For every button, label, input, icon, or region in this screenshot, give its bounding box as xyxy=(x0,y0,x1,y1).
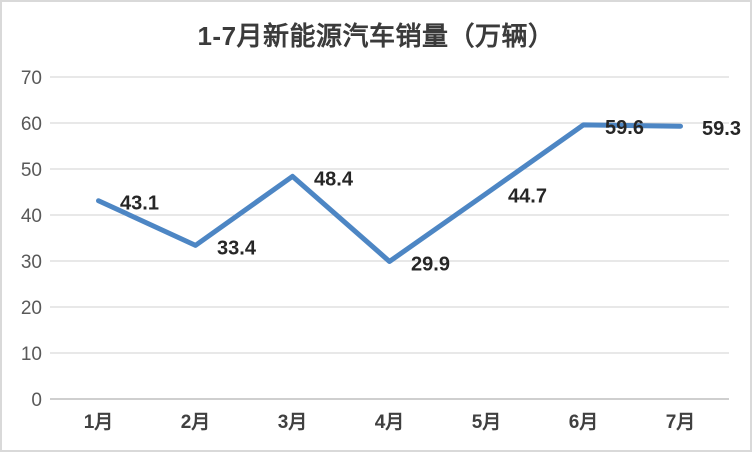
data-label: 48.4 xyxy=(314,168,354,190)
data-label: 43.1 xyxy=(120,193,159,215)
x-axis-label: 5月 xyxy=(472,412,502,433)
x-axis-label: 1月 xyxy=(84,412,114,433)
series-line xyxy=(96,122,683,264)
x-axis-label: 3月 xyxy=(278,412,308,433)
y-axis-tick-label: 20 xyxy=(21,298,42,319)
data-label: 33.4 xyxy=(217,237,257,259)
y-axis-tick-label: 0 xyxy=(31,390,42,411)
chart-title: 1-7月新能源汽车销量（万辆） xyxy=(197,21,555,51)
x-axis-label: 6月 xyxy=(569,412,599,433)
y-axis-tick-label: 40 xyxy=(21,206,42,227)
y-axis-tick-label: 50 xyxy=(21,160,42,181)
data-label: 29.9 xyxy=(411,253,450,275)
data-label: 59.6 xyxy=(605,117,644,139)
y-axis-tick-label: 10 xyxy=(21,344,42,365)
x-axis-label: 7月 xyxy=(666,412,696,433)
y-axis-tick-label: 30 xyxy=(21,252,42,273)
data-label: 44.7 xyxy=(508,185,547,207)
y-axis-tick-label: 60 xyxy=(21,114,42,135)
data-label: 59.3 xyxy=(702,118,741,140)
y-axis-tick-label: 70 xyxy=(21,68,42,89)
x-axis-label: 2月 xyxy=(181,412,211,433)
x-axis-label: 4月 xyxy=(375,412,405,433)
